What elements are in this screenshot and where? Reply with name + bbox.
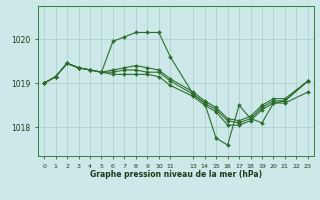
X-axis label: Graphe pression niveau de la mer (hPa): Graphe pression niveau de la mer (hPa) (90, 170, 262, 179)
